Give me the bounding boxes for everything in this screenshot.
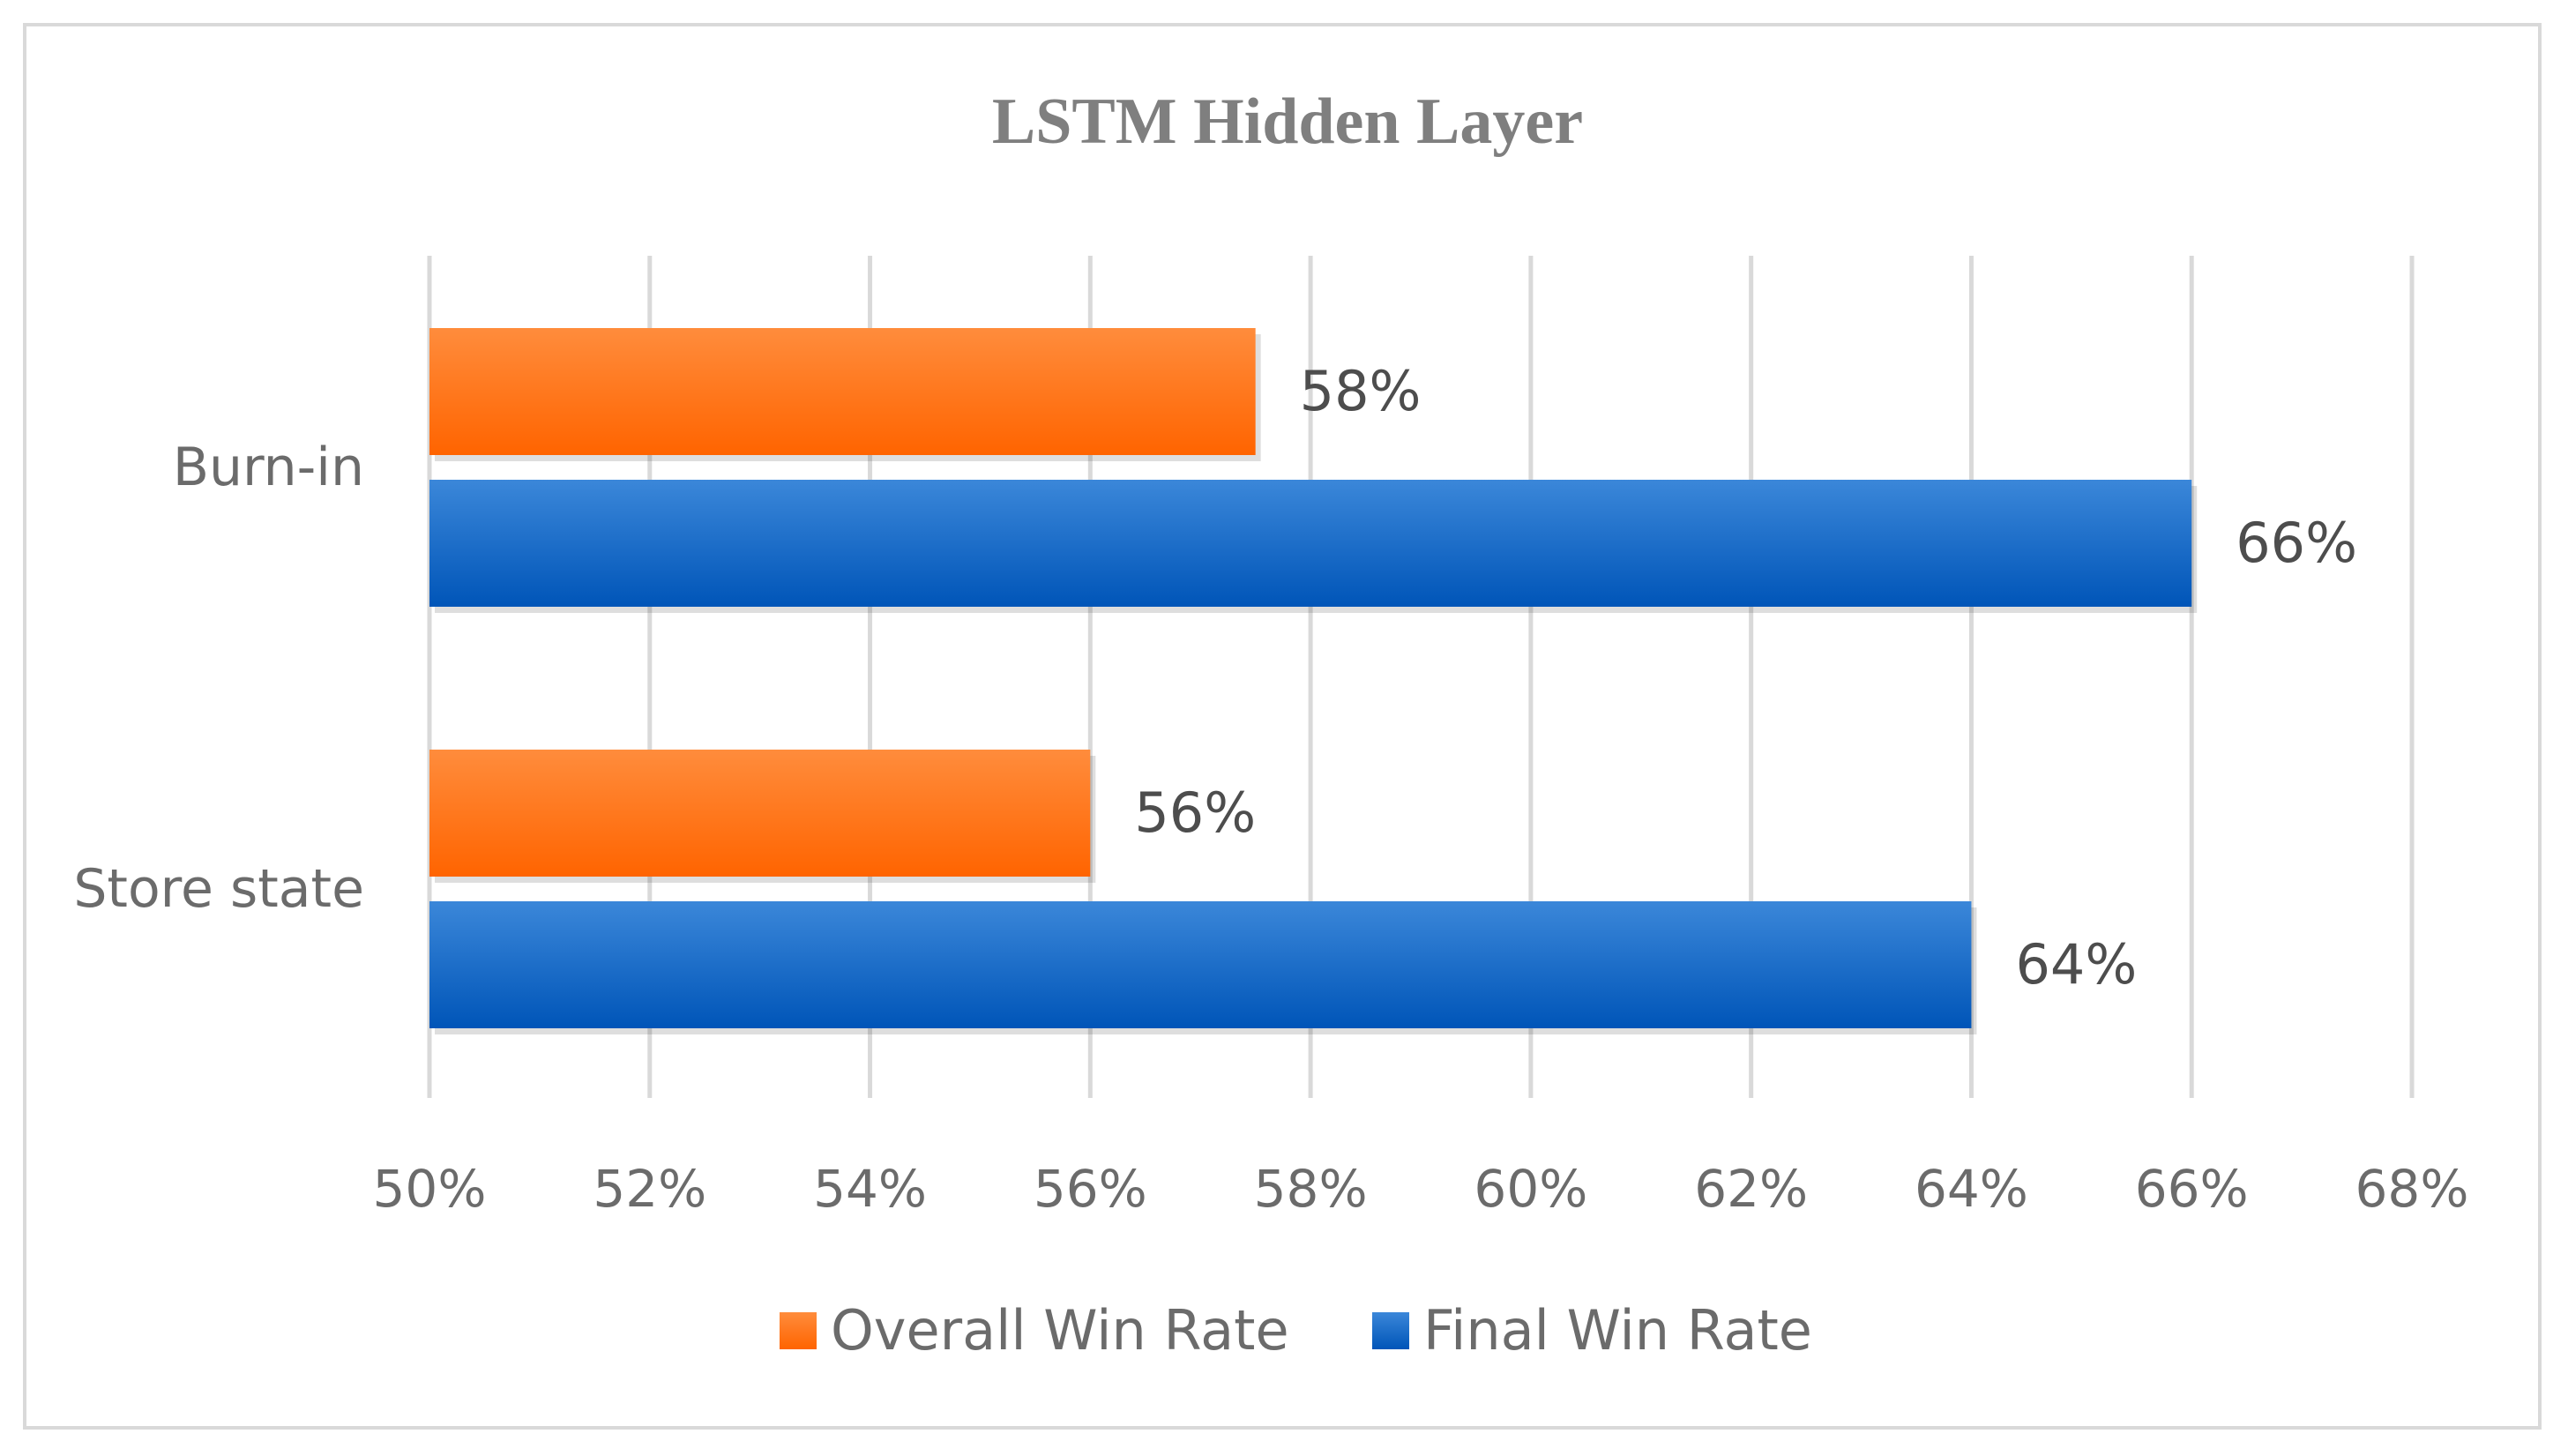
- bars: [429, 328, 2198, 1034]
- data-label: 66%: [2236, 511, 2357, 575]
- x-tick-label: 54%: [813, 1159, 927, 1219]
- x-tick-label: 68%: [2355, 1159, 2469, 1219]
- chart-title: LSTM Hidden Layer: [992, 86, 1583, 158]
- bar: [429, 901, 1972, 1028]
- x-tick-label: 58%: [1254, 1159, 1368, 1219]
- legend: Overall Win Rate Final Win Rate: [780, 1298, 1812, 1363]
- data-label: 58%: [1300, 359, 1422, 423]
- legend-label: Overall Win Rate: [831, 1298, 1289, 1363]
- x-tick-label: 60%: [1474, 1159, 1587, 1219]
- bar: [429, 328, 1256, 455]
- legend-swatch: [1372, 1312, 1409, 1349]
- data-label: 64%: [2015, 932, 2137, 997]
- chart-frame: [23, 23, 2542, 1430]
- x-tick-label: 52%: [593, 1159, 706, 1219]
- category-label: Burn-in: [173, 437, 364, 498]
- labels: 50% 52% 54% 56% 58% 60% 62% 64% 66% 68% Burn-in 58%…: [73, 359, 2468, 1219]
- bar: [429, 750, 1091, 877]
- legend-swatch: [780, 1312, 817, 1349]
- bar: [429, 480, 2192, 607]
- x-tick-label: 66%: [2135, 1159, 2249, 1219]
- category-label: Store state: [73, 858, 364, 920]
- x-tick-label: 62%: [1694, 1159, 1808, 1219]
- x-tick-label: 56%: [1034, 1159, 1147, 1219]
- data-label: 56%: [1134, 780, 1256, 845]
- legend-label: Final Win Rate: [1423, 1298, 1812, 1363]
- x-tick-label: 64%: [1915, 1159, 2028, 1219]
- x-tick-label: 50%: [373, 1159, 487, 1219]
